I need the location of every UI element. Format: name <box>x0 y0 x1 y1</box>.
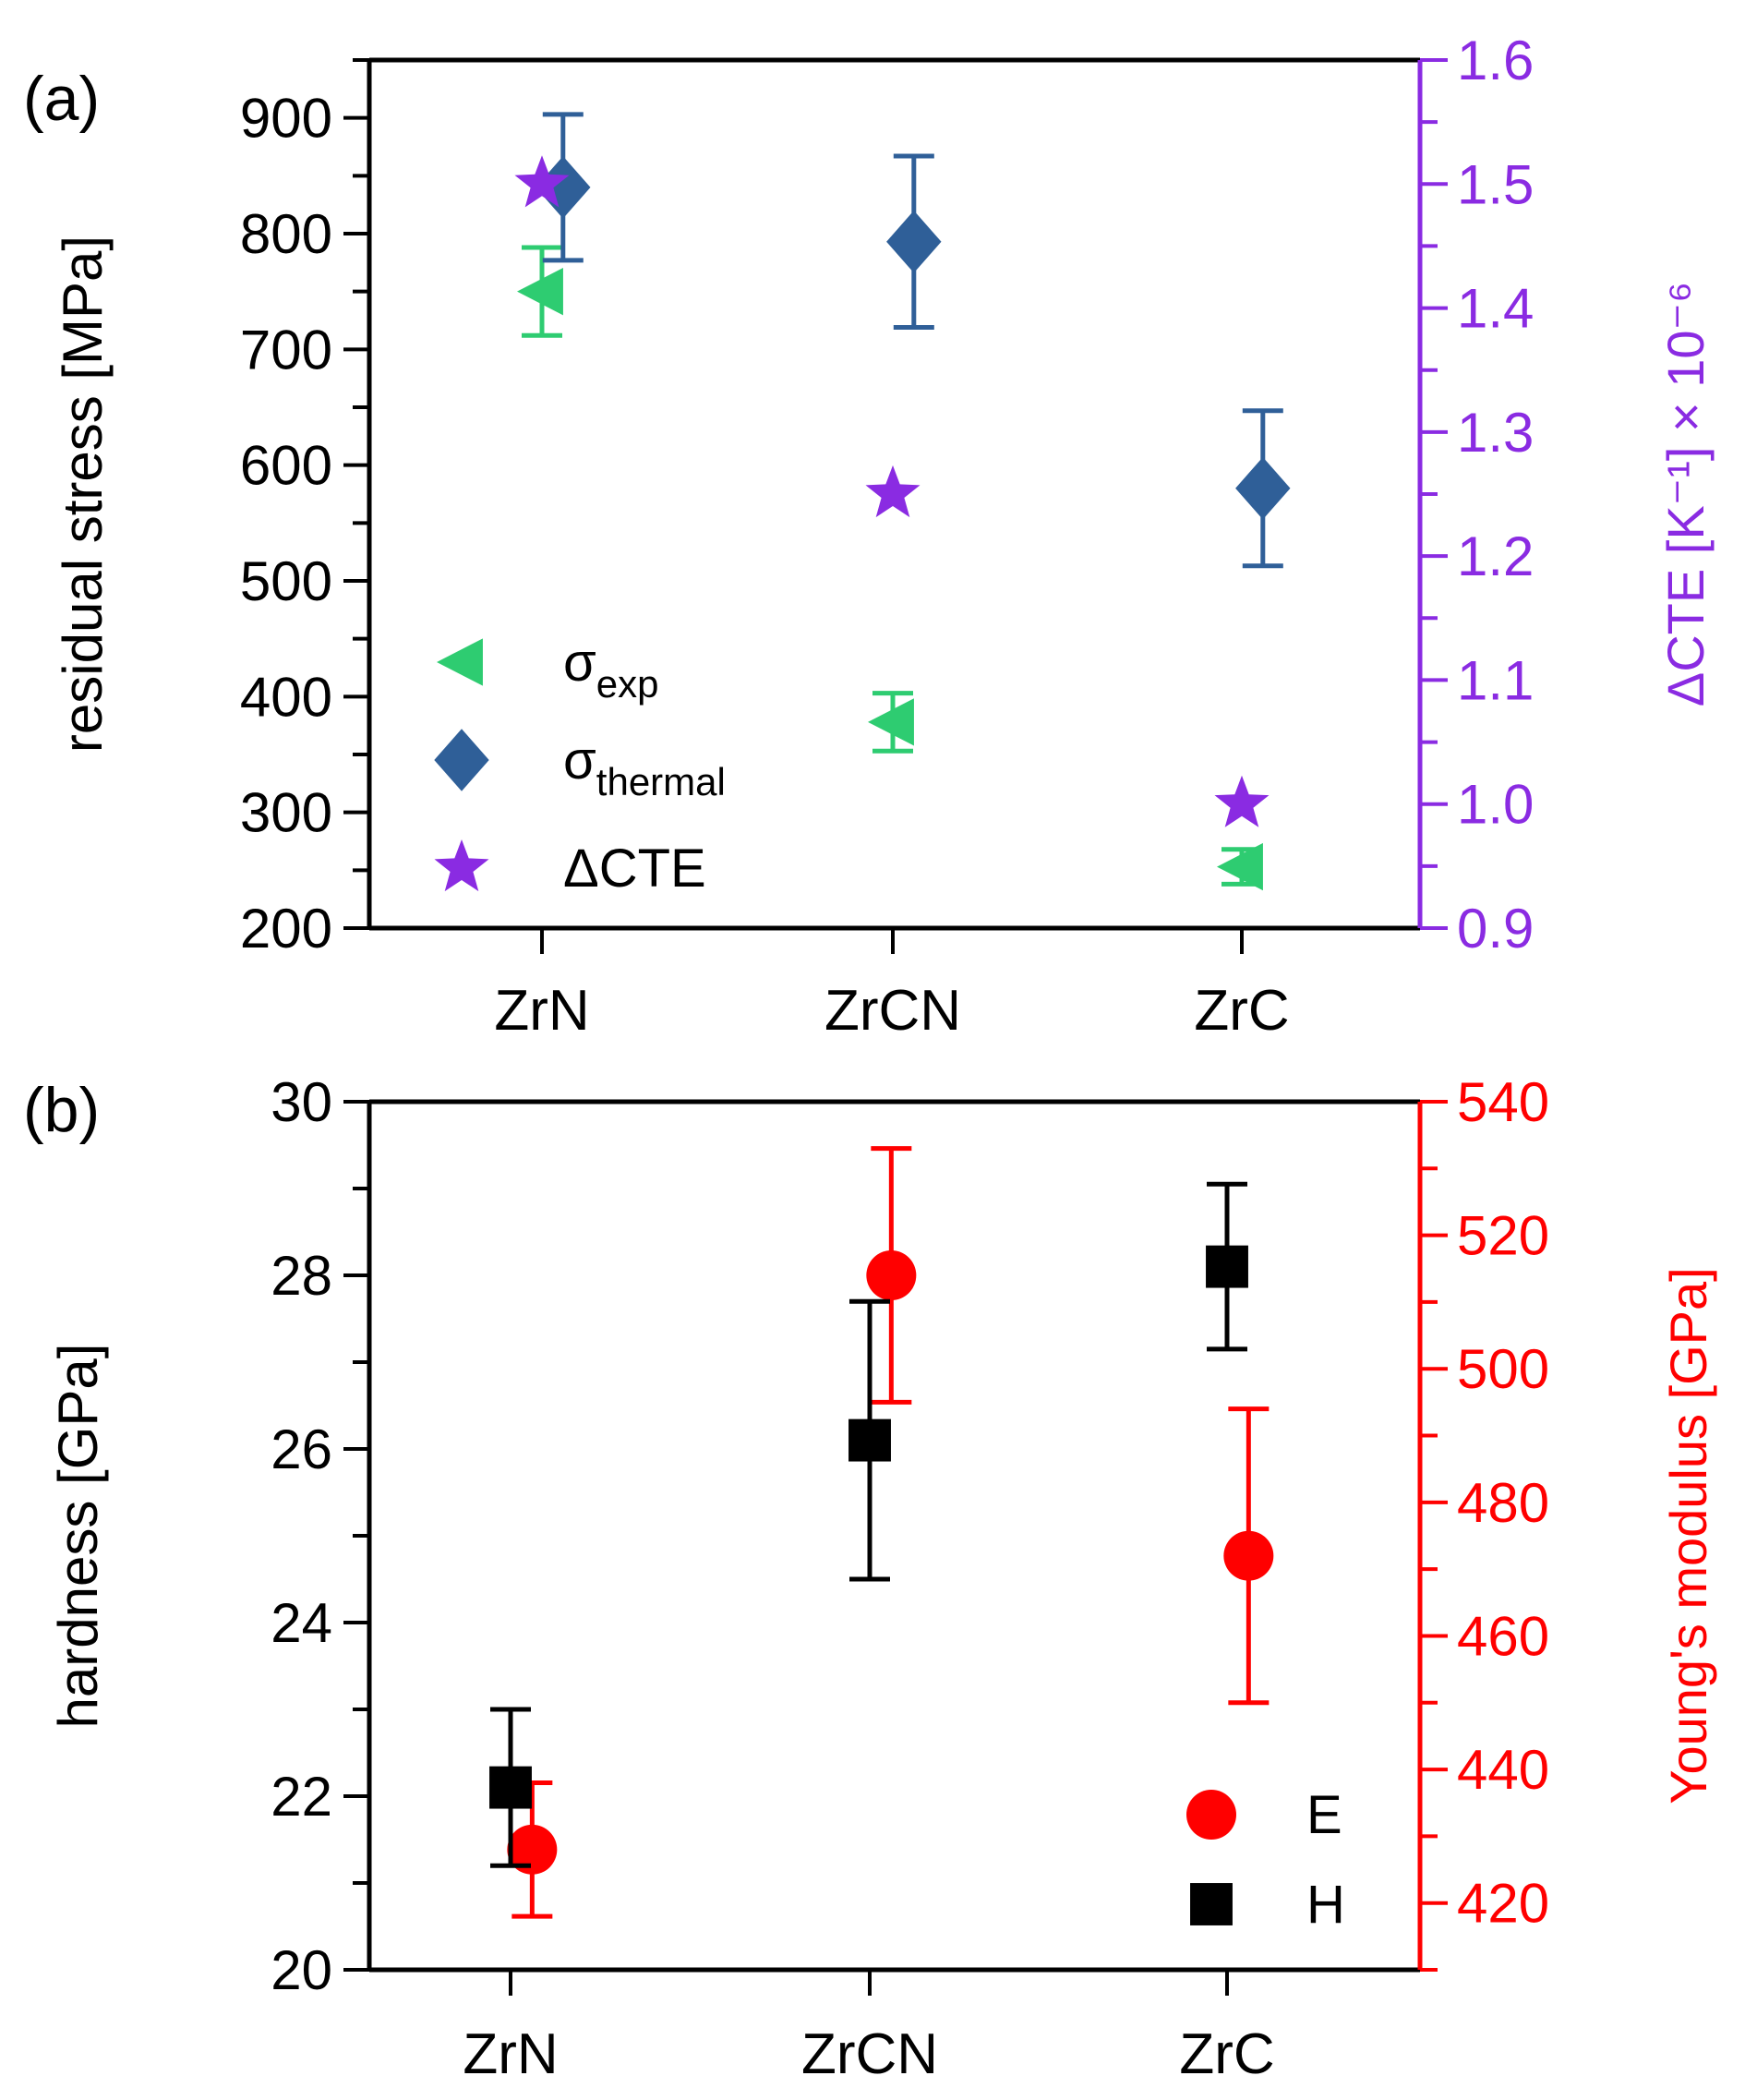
right-tick-label: 0.9 <box>1457 898 1534 959</box>
category-label: ZrN <box>494 979 589 1043</box>
right-tick-label: 520 <box>1457 1205 1549 1267</box>
panel-a: 200 300 400 500 600 700 800 900 0.9 1.0 1.1 1.2 1.3 1… <box>23 30 1715 1043</box>
left-tick-label: 800 <box>240 203 332 265</box>
legend-subscript: exp <box>596 662 659 706</box>
data-point <box>1206 1245 1248 1288</box>
panel-label: (a) <box>23 64 100 134</box>
right-tick-label: 460 <box>1457 1605 1549 1667</box>
data-point <box>886 211 942 273</box>
data-point <box>1235 456 1291 520</box>
left-tick-label: 600 <box>240 435 332 497</box>
left-tick-label: 500 <box>240 550 332 612</box>
legend-symbol: σ <box>563 633 596 693</box>
left-tick-label: 26 <box>271 1418 332 1480</box>
right-tick-label: 480 <box>1457 1472 1549 1534</box>
panel-label: (b) <box>23 1075 100 1145</box>
legend-label: E <box>1306 1785 1342 1845</box>
right-tick-label: 540 <box>1457 1071 1549 1133</box>
legend-marker <box>434 839 489 892</box>
data-point <box>848 1418 891 1462</box>
legend-marker <box>437 638 483 686</box>
left-tick-label: 22 <box>271 1766 332 1828</box>
data-point <box>868 698 914 746</box>
panel-b: 20 22 24 26 28 30 420 440 460 480 500 520 540 ZrN ZrCN… <box>23 1071 1717 2086</box>
legend-marker <box>1186 1790 1236 1840</box>
left-tick-label: 200 <box>240 898 332 959</box>
legend-label: H <box>1306 1875 1345 1935</box>
series-σthermal <box>536 112 1291 569</box>
right-tick-label: 440 <box>1457 1739 1549 1801</box>
right-axis-title: Young's modulus [GPa] <box>1659 1267 1717 1804</box>
left-tick-label: 30 <box>271 1071 332 1133</box>
legend-symbol: E <box>1306 1785 1342 1845</box>
left-tick-label: 24 <box>271 1592 332 1654</box>
data-point <box>489 1766 532 1809</box>
right-tick-label: 1.0 <box>1457 774 1534 836</box>
left-axis-title: residual stress [MPa] <box>52 235 114 753</box>
data-point <box>865 465 921 518</box>
legend-symbol: H <box>1306 1875 1345 1935</box>
legend-symbol: ΔCTE <box>563 839 706 899</box>
series-σexp <box>517 245 1263 891</box>
right-tick-label: 1.4 <box>1457 278 1534 340</box>
legend-label: ΔCTE <box>563 839 706 899</box>
right-tick-label: 420 <box>1457 1873 1549 1935</box>
data-point <box>536 156 591 219</box>
left-tick-label: 300 <box>240 782 332 844</box>
series-H <box>489 1181 1248 1868</box>
data-point <box>1217 842 1263 891</box>
legend-label: σexp <box>563 633 659 706</box>
legend-symbol: σ <box>563 730 596 791</box>
legend: EH <box>1186 1785 1345 1935</box>
data-point <box>517 268 563 316</box>
legend-subscript: thermal <box>596 760 726 803</box>
right-axis-title: ΔCTE [K⁻¹] × 10⁻⁶ <box>1656 282 1715 706</box>
category-label: ZrCN <box>801 2022 938 2086</box>
right-tick-label: 1.3 <box>1457 402 1534 464</box>
data-point <box>866 1250 917 1300</box>
data-point <box>1223 1530 1274 1581</box>
data-point <box>514 155 570 208</box>
series-E <box>507 1146 1274 1919</box>
data-point <box>507 1824 558 1875</box>
category-label: ZrC <box>1179 2022 1274 2086</box>
right-tick-label: 1.2 <box>1457 525 1534 587</box>
category-label: ZrCN <box>824 979 961 1043</box>
left-tick-label: 900 <box>240 88 332 150</box>
right-tick-label: 500 <box>1457 1338 1549 1400</box>
left-tick-label: 20 <box>271 1939 332 2001</box>
data-point <box>1214 775 1270 827</box>
left-tick-label: 400 <box>240 666 332 728</box>
left-axis-title: hardness [GPa] <box>47 1344 109 1729</box>
category-label: ZrN <box>463 2022 558 2086</box>
category-label: ZrC <box>1194 979 1289 1043</box>
legend-label: σthermal <box>563 730 726 803</box>
right-tick-label: 1.5 <box>1457 153 1534 215</box>
series-ΔCTE <box>514 155 1270 827</box>
right-tick-label: 1.1 <box>1457 649 1534 711</box>
left-tick-label: 700 <box>240 319 332 380</box>
legend-marker <box>434 729 489 791</box>
legend-marker <box>1190 1883 1233 1925</box>
right-tick-label: 1.6 <box>1457 30 1534 91</box>
left-tick-label: 28 <box>271 1245 332 1307</box>
